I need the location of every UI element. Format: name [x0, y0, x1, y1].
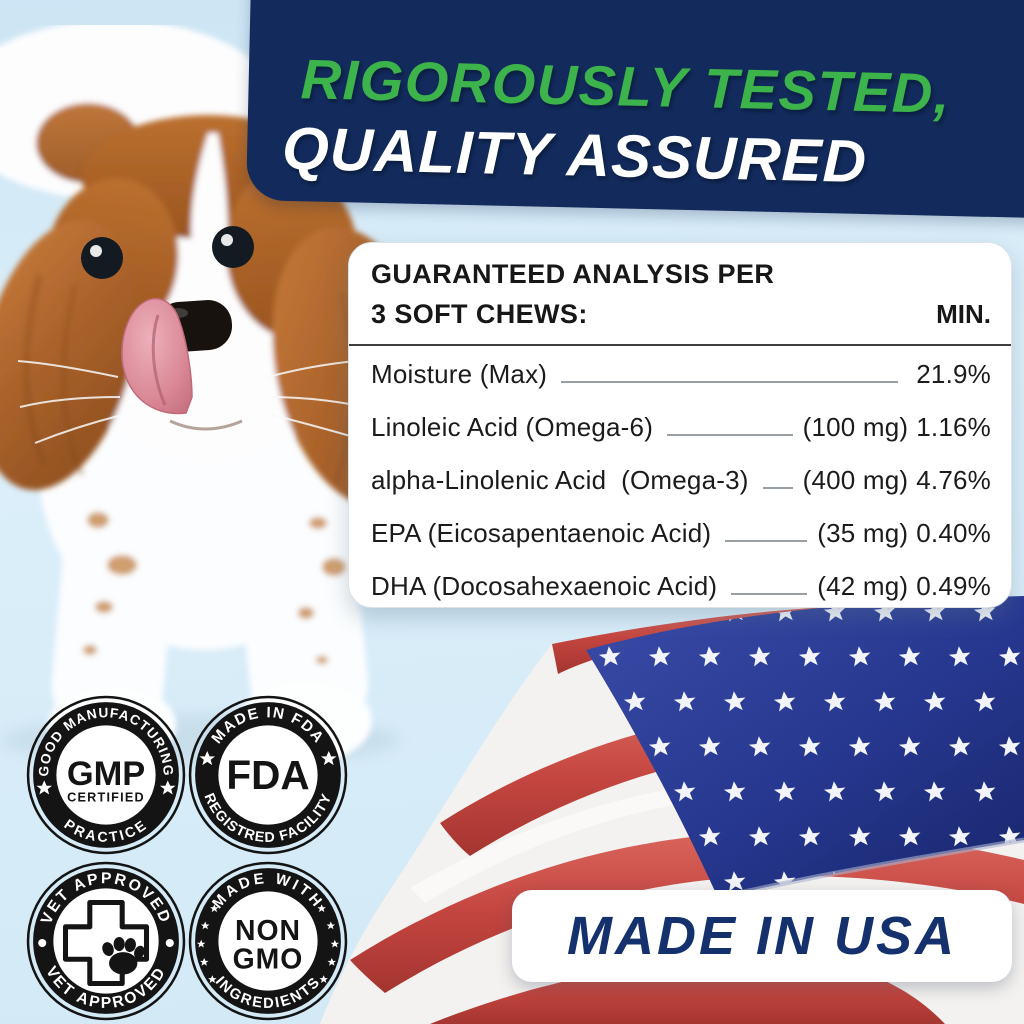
leader-line — [762, 486, 793, 489]
made-in-usa-banner: MADE IN USA — [512, 890, 1012, 982]
analysis-row-linoleic: Linoleic Acid (Omega-6) (100 mg) 1.16% — [371, 412, 991, 442]
gmp-certified-text: CERTIFIED — [67, 790, 145, 804]
fda-center-text: FDA — [226, 752, 309, 798]
puppy-whiskers — [17, 358, 386, 444]
dot-separator — [38, 938, 47, 948]
analysis-row-moisture: Moisture (Max) 21.9% — [371, 359, 991, 389]
made-in-usa-label: MADE IN USA — [566, 906, 957, 966]
puppy-mouth — [169, 419, 243, 431]
puppy-eyes — [81, 226, 254, 279]
analysis-row-alpha-linolenic: alpha-Linolenic Acid (Omega-3) (400 mg) … — [371, 465, 991, 495]
leg-spots — [83, 512, 346, 664]
nongmo-center-line1: NON — [235, 915, 301, 947]
top-banner: RIGOROUSLY TESTED, QUALITY ASSURED — [246, 0, 1024, 221]
banner-headline-quality: QUALITY ASSURED — [281, 114, 868, 196]
nongmo-center-line2: GMO — [233, 943, 304, 975]
leader-line — [725, 539, 808, 542]
non-gmo-badge: MADE WITH INGREDIENTS NON GMO — [188, 861, 348, 1021]
guaranteed-analysis-card: GUARANTEED ANALYSIS PER 3 SOFT CHEWS: MI… — [348, 242, 1012, 608]
analysis-row-epa: EPA (Eicosapentaenoic Acid) (35 mg) 0.40… — [371, 518, 991, 548]
gmp-certified-badge: GOOD MANUFACTURING PRACTICE GMP CERTIFIE… — [26, 695, 186, 855]
analysis-row-dha: DHA (Docosahexaenoic Acid) (42 mg) 0.49% — [371, 571, 991, 601]
gmp-center-text: GMP — [67, 755, 145, 793]
header-divider — [349, 344, 1011, 346]
paw-icon — [102, 936, 145, 975]
dot-separator — [165, 938, 174, 948]
vet-approved-badge: VET APPROVED VET APPROVED — [26, 861, 186, 1021]
puppy-face — [17, 226, 386, 444]
leader-line — [731, 592, 808, 595]
analysis-title-line1: GUARANTEED ANALYSIS PER — [371, 259, 775, 289]
leader-line — [561, 380, 899, 383]
analysis-title-line2: 3 SOFT CHEWS: — [371, 299, 588, 329]
puppy-tongue — [121, 297, 193, 415]
analysis-rows: Moisture (Max) 21.9% Linoleic Acid (Omeg… — [371, 348, 991, 613]
min-column-label: MIN. — [936, 299, 991, 329]
fda-facility-badge: MADE IN FDA REGISTRED FACILITY FDA — [188, 695, 348, 855]
leader-line — [667, 433, 793, 436]
banner-headline-tested: RIGOROUSLY TESTED, — [300, 47, 952, 125]
